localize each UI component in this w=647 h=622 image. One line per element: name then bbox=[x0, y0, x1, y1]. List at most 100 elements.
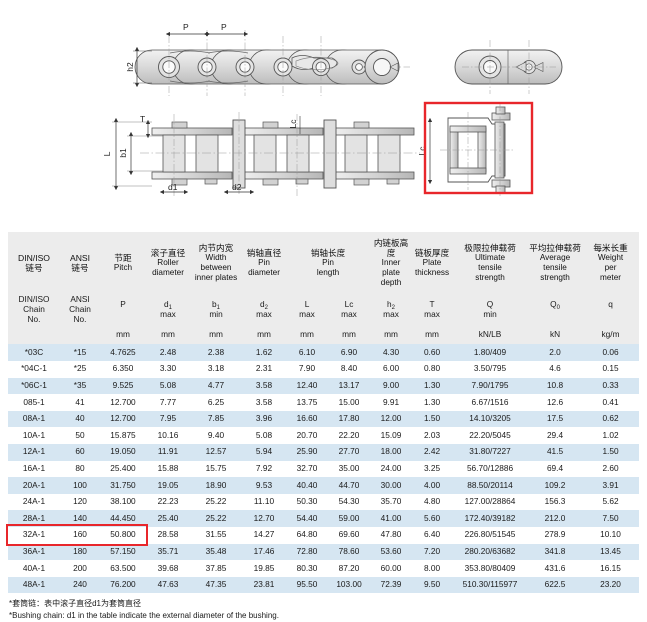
table-row[interactable]: 16A-1 80 25.400 15.88 15.75 7.92 32.70 35.00 24.… bbox=[8, 460, 640, 478]
cell-ansi-chain-no: 80 bbox=[60, 460, 100, 478]
cell-pin-length: 20.70 bbox=[286, 427, 328, 444]
header-unit-P: mm bbox=[100, 328, 146, 345]
header-ansi-chain-no: ANSI 链号 bbox=[60, 232, 100, 291]
cell-roller-diameter: 10.16 bbox=[146, 427, 190, 444]
header-pitch: 节距 Pitch bbox=[100, 232, 146, 291]
cell-ultimate-tensile-strength: 22.20/5045 bbox=[452, 427, 529, 444]
table-row[interactable]: 08A-1 40 12.700 7.95 7.85 3.96 16.60 17.80 12.00… bbox=[8, 410, 640, 428]
table-row[interactable]: 28A-1 140 44.450 25.40 25.22 12.70 54.40 59.00 4… bbox=[8, 510, 640, 527]
cell-width-between-inner-plates: 3.18 bbox=[190, 361, 242, 378]
cell-roller-diameter: 35.71 bbox=[146, 543, 190, 561]
table-row[interactable]: 12A-1 60 19.050 11.91 12.57 5.94 25.90 27.70 18.… bbox=[8, 443, 640, 461]
cell-weight-per-meter: 5.62 bbox=[582, 493, 640, 511]
cell-pitch: 15.875 bbox=[100, 427, 146, 444]
cell-average-tensile-strength: 341.8 bbox=[528, 543, 583, 561]
cell-average-tensile-strength: 29.4 bbox=[528, 427, 583, 444]
cell-din-iso-chain-no: 36A-1 bbox=[8, 543, 60, 561]
cell-plate-thickness: 1.30 bbox=[412, 377, 453, 395]
table-row[interactable]: 40A-1 200 63.500 39.68 37.85 19.85 80.30 87.20 6… bbox=[8, 560, 640, 577]
cell-pin-length-lc: 78.60 bbox=[328, 543, 371, 561]
cell-pin-length-lc: 15.00 bbox=[328, 394, 371, 411]
cell-roller-diameter: 3.30 bbox=[146, 361, 190, 378]
cell-roller-diameter: 39.68 bbox=[146, 560, 190, 577]
cell-weight-per-meter: 0.06 bbox=[582, 344, 640, 362]
cell-pitch: 12.700 bbox=[100, 394, 146, 411]
cell-pitch: 44.450 bbox=[100, 510, 146, 527]
cell-width-between-inner-plates: 47.35 bbox=[190, 576, 242, 594]
cell-pin-diameter: 1.62 bbox=[242, 344, 286, 362]
table-row[interactable]: 48A-1 240 76.200 47.63 47.35 23.81 95.50 103.00… bbox=[8, 576, 640, 594]
header-sym-d2: d2 max bbox=[242, 290, 286, 329]
dim-label-pitch-1: P bbox=[183, 22, 189, 32]
cell-plate-thickness: 3.25 bbox=[412, 460, 453, 478]
cell-width-between-inner-plates: 4.77 bbox=[190, 377, 242, 395]
cell-pitch: 50.800 bbox=[100, 526, 146, 544]
table-row[interactable]: *03C *15 4.7625 2.48 2.38 1.62 6.10 6.90 4.30 0.6… bbox=[8, 344, 640, 362]
cell-pitch: 9.525 bbox=[100, 377, 146, 395]
cell-pin-diameter: 2.31 bbox=[242, 361, 286, 378]
cell-ansi-chain-no: 140 bbox=[60, 510, 100, 527]
cell-inner-plate-depth: 47.80 bbox=[370, 526, 413, 544]
cell-weight-per-meter: 0.15 bbox=[582, 361, 640, 378]
footnote-cn: *套筒链：表中滚子直径d1为套筒直径 bbox=[9, 599, 142, 609]
cell-average-tensile-strength: 212.0 bbox=[528, 510, 583, 527]
cell-din-iso-chain-no: 24A-1 bbox=[8, 493, 60, 511]
cell-pin-length-lc: 103.00 bbox=[328, 576, 371, 594]
cell-inner-plate-depth: 53.60 bbox=[370, 543, 413, 561]
cell-inner-plate-depth: 18.00 bbox=[370, 443, 413, 461]
cell-ultimate-tensile-strength: 510.30/115977 bbox=[452, 576, 529, 594]
header-unit-b1: mm bbox=[190, 328, 242, 345]
table-row[interactable]: *04C-1 *25 6.350 3.30 3.18 2.31 7.90 8.40 6.00 0.… bbox=[8, 361, 640, 378]
cell-average-tensile-strength: 2.0 bbox=[528, 344, 583, 362]
header-unit-T: mm bbox=[412, 328, 453, 345]
dim-label-h2: h2 bbox=[125, 62, 135, 72]
header-sym-Q0: Q0 bbox=[528, 290, 583, 329]
header-row-names: DIN/ISO 链号 ANSI 链号 节距 Pitch 滚子直径 Roller d… bbox=[8, 232, 640, 291]
header-weight-per-meter: 每米长重 Weight per meter bbox=[582, 232, 640, 291]
cell-pin-length-lc: 54.30 bbox=[328, 493, 371, 511]
table-row[interactable]: 32A-1 160 50.800 28.58 31.55 14.27 64.80 69.60 4… bbox=[8, 526, 640, 544]
header-inner-plate-depth: 内链板高度 Inner plate depth bbox=[370, 232, 413, 291]
cell-plate-thickness: 4.00 bbox=[412, 477, 453, 494]
cell-ansi-chain-no: 200 bbox=[60, 560, 100, 577]
table-row[interactable]: 36A-1 180 57.150 35.71 35.48 17.46 72.80 78.60 5… bbox=[8, 543, 640, 561]
table-row[interactable]: 10A-1 50 15.875 10.16 9.40 5.08 20.70 22.20 15.0… bbox=[8, 427, 640, 444]
cell-plate-thickness: 7.20 bbox=[412, 543, 453, 561]
table-row[interactable]: 085-1 41 12.700 7.77 6.25 3.58 13.75 15.00 9.91 1… bbox=[8, 394, 640, 411]
cell-average-tensile-strength: 12.6 bbox=[528, 394, 583, 411]
footnote-en: *Bushing chain: d1 in the table indicate… bbox=[9, 611, 279, 621]
header-unit-h2: mm bbox=[370, 328, 413, 345]
cell-pitch: 6.350 bbox=[100, 361, 146, 378]
table-header: DIN/ISO 链号 ANSI 链号 节距 Pitch 滚子直径 Roller d… bbox=[8, 232, 640, 345]
table-row[interactable]: 24A-1 120 38.100 22.23 25.22 11.10 50.30 54.30 3… bbox=[8, 493, 640, 511]
table-body: *03C *15 4.7625 2.48 2.38 1.62 6.10 6.90 4.30 0.6… bbox=[8, 344, 640, 594]
table-row[interactable]: 20A-1 100 31.750 19.05 18.90 9.53 40.40 44.70 30… bbox=[8, 477, 640, 494]
cell-average-tensile-strength: 17.5 bbox=[528, 410, 583, 428]
cell-average-tensile-strength: 622.5 bbox=[528, 576, 583, 594]
cell-pin-length: 16.60 bbox=[286, 410, 328, 428]
cell-pin-length: 72.80 bbox=[286, 543, 328, 561]
cell-ultimate-tensile-strength: 31.80/7227 bbox=[452, 443, 529, 461]
cell-pin-length-lc: 44.70 bbox=[328, 477, 371, 494]
dim-label-L: L bbox=[102, 151, 112, 156]
cell-plate-thickness: 6.40 bbox=[412, 526, 453, 544]
cell-pin-length: 12.40 bbox=[286, 377, 328, 395]
cell-din-iso-chain-no: 20A-1 bbox=[8, 477, 60, 494]
cell-roller-diameter: 2.48 bbox=[146, 344, 190, 362]
specification-table-wrap: DIN/ISO 链号 ANSI 链号 节距 Pitch 滚子直径 Roller d… bbox=[6, 232, 640, 594]
cell-din-iso-chain-no: 48A-1 bbox=[8, 576, 60, 594]
cell-roller-diameter: 7.77 bbox=[146, 394, 190, 411]
cell-ansi-chain-no: 100 bbox=[60, 477, 100, 494]
cell-ultimate-tensile-strength: 127.00/28864 bbox=[452, 493, 529, 511]
table-row[interactable]: *06C-1 *35 9.525 5.08 4.77 3.58 12.40 13.17 9.00… bbox=[8, 377, 640, 395]
cell-din-iso-chain-no: 16A-1 bbox=[8, 460, 60, 478]
cell-pin-length: 54.40 bbox=[286, 510, 328, 527]
cell-din-iso-chain-no: 28A-1 bbox=[8, 510, 60, 527]
header-unit-d1: mm bbox=[146, 328, 190, 345]
cell-ansi-chain-no: 41 bbox=[60, 394, 100, 411]
cell-pin-length-lc: 6.90 bbox=[328, 344, 371, 362]
cell-pitch: 57.150 bbox=[100, 543, 146, 561]
cell-weight-per-meter: 23.20 bbox=[582, 576, 640, 594]
cell-ultimate-tensile-strength: 1.80/409 bbox=[452, 344, 529, 362]
